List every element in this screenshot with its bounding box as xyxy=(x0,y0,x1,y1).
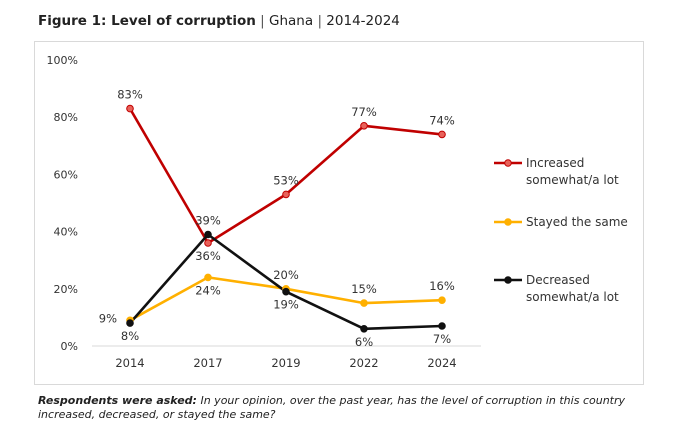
data-label: 15% xyxy=(351,282,377,296)
data-label: 74% xyxy=(429,113,455,127)
y-tick-label: 80% xyxy=(54,111,78,124)
x-tick-label: 2022 xyxy=(349,356,378,370)
legend-swatch-marker xyxy=(504,159,512,167)
data-point xyxy=(438,322,446,330)
y-tick-label: 40% xyxy=(54,226,78,239)
y-tick-label: 20% xyxy=(54,283,78,296)
y-tick-label: 60% xyxy=(54,168,78,181)
figure-title: Figure 1: Level of corruption | Ghana | … xyxy=(38,13,400,29)
data-label: 7% xyxy=(433,332,451,346)
footnote-text: In your opinion, over the past year, has… xyxy=(38,394,626,421)
x-tick-label: 2024 xyxy=(427,356,456,370)
data-label: 77% xyxy=(351,105,377,119)
data-point xyxy=(282,287,290,296)
x-tick-label: 2014 xyxy=(115,356,144,370)
data-point xyxy=(282,190,290,199)
data-label: 16% xyxy=(429,279,455,293)
data-point xyxy=(126,319,134,327)
title-separator: | xyxy=(260,13,265,29)
figure-years: 2014-2024 xyxy=(326,13,400,29)
footnote: Respondents were asked: In your opinion,… xyxy=(38,394,648,422)
legend-label: somewhat/a lot xyxy=(526,290,619,304)
data-point xyxy=(204,230,212,239)
x-tick-label: 2019 xyxy=(271,356,300,370)
legend-label: somewhat/a lot xyxy=(526,173,619,187)
data-label: 83% xyxy=(117,88,143,102)
data-point xyxy=(360,122,368,130)
footnote-label: Respondents were asked: xyxy=(38,394,197,407)
data-point xyxy=(360,299,368,307)
y-tick-label: 100% xyxy=(47,54,78,67)
data-point xyxy=(126,104,134,113)
legend-swatch-marker xyxy=(504,218,512,226)
chart-frame xyxy=(34,41,644,385)
line-chart: 0% 20% 40% 60% 80% 100% 2014 2017 2019 2022 2024 83… xyxy=(47,54,628,370)
data-label: 39% xyxy=(195,213,221,227)
data-point xyxy=(438,130,446,139)
data-label: 6% xyxy=(355,335,373,349)
title-separator: | xyxy=(317,13,322,29)
data-label: 36% xyxy=(195,249,221,263)
data-label: 24% xyxy=(195,283,221,297)
data-point xyxy=(438,296,446,305)
data-point xyxy=(204,273,212,282)
figure-country: Ghana xyxy=(269,13,314,29)
data-label: 19% xyxy=(273,298,299,312)
legend-label: Decreased xyxy=(526,273,590,287)
legend-label: Stayed the same xyxy=(526,215,628,229)
data-point xyxy=(204,239,212,247)
legend-swatch-marker xyxy=(504,276,512,284)
legend-label: Increased xyxy=(526,156,584,170)
data-point xyxy=(360,325,368,333)
x-tick-label: 2017 xyxy=(193,356,222,370)
data-label: 9% xyxy=(99,311,117,325)
figure-title-main: Figure 1: Level of corruption xyxy=(38,13,256,29)
data-label: 20% xyxy=(273,268,299,282)
data-label: 8% xyxy=(121,329,139,343)
data-label: 53% xyxy=(273,173,299,187)
y-tick-label: 0% xyxy=(61,340,78,353)
